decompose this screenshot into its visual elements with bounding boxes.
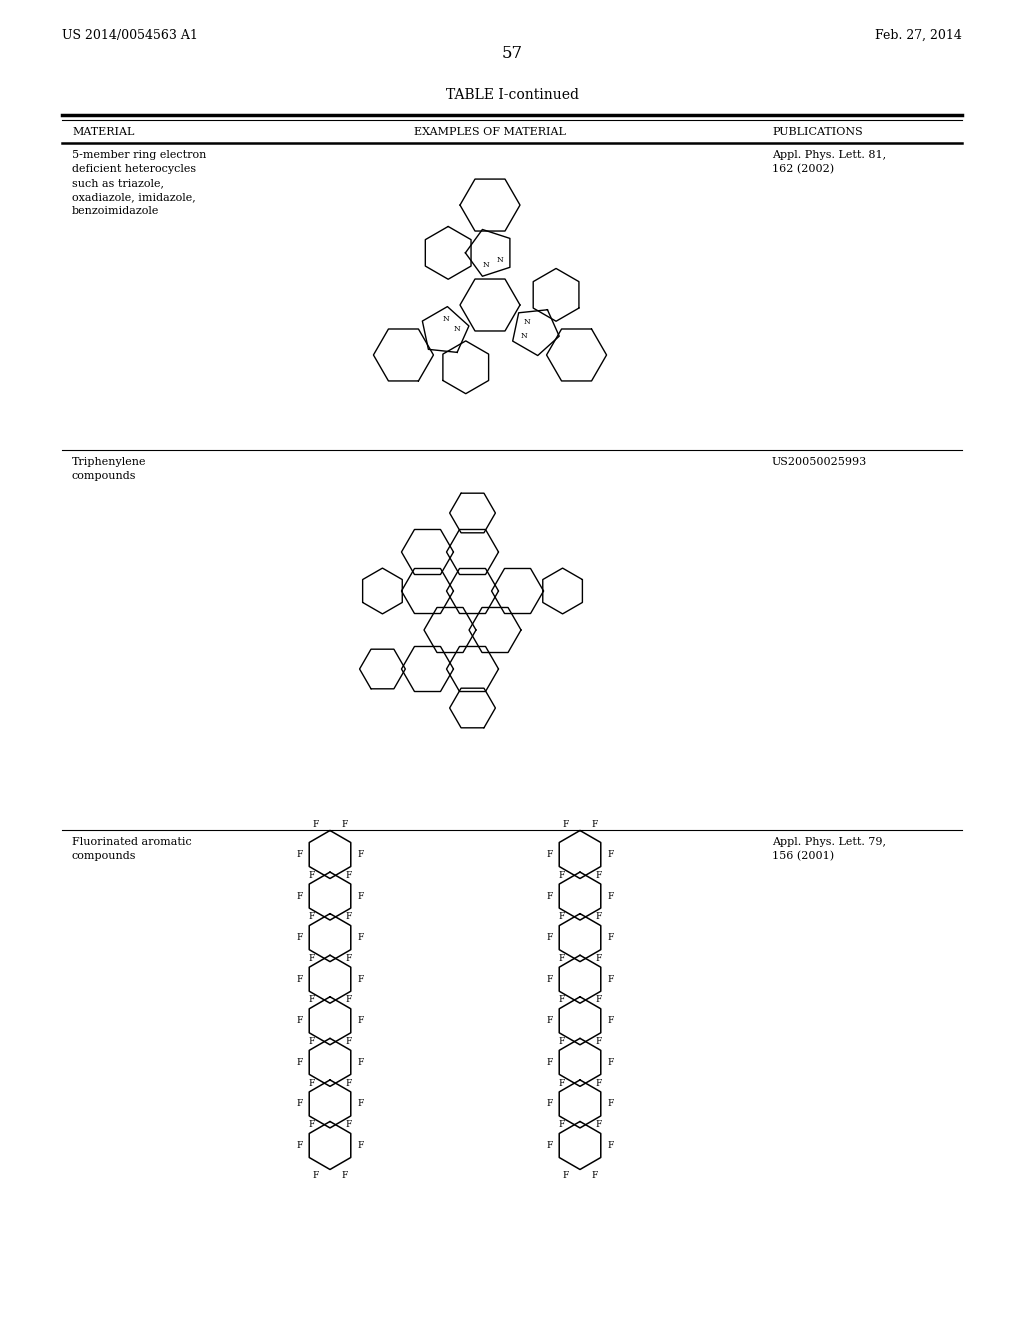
Text: N: N (483, 260, 489, 268)
Text: F: F (546, 1100, 552, 1109)
Text: F: F (346, 1038, 352, 1045)
Text: F: F (591, 820, 598, 829)
Text: F: F (558, 954, 564, 962)
Text: 57: 57 (502, 45, 522, 62)
Text: Triphenylene
compounds: Triphenylene compounds (72, 457, 146, 480)
Text: F: F (596, 954, 602, 962)
Text: F: F (357, 933, 364, 942)
Text: N: N (497, 256, 504, 264)
Text: F: F (296, 1057, 302, 1067)
Text: F: F (607, 1100, 614, 1109)
Text: TABLE I-continued: TABLE I-continued (445, 88, 579, 102)
Text: F: F (546, 1016, 552, 1026)
Text: F: F (308, 954, 314, 962)
Text: F: F (346, 1121, 352, 1129)
Text: N: N (442, 315, 450, 323)
Text: F: F (296, 1140, 302, 1150)
Text: F: F (308, 1038, 314, 1045)
Text: F: F (346, 912, 352, 921)
Text: F: F (607, 1057, 614, 1067)
Text: F: F (591, 1171, 598, 1180)
Text: F: F (308, 871, 314, 880)
Text: F: F (596, 1078, 602, 1088)
Text: F: F (296, 1016, 302, 1026)
Text: F: F (346, 954, 352, 962)
Text: EXAMPLES OF MATERIAL: EXAMPLES OF MATERIAL (414, 127, 566, 137)
Text: Appl. Phys. Lett. 81,
162 (2002): Appl. Phys. Lett. 81, 162 (2002) (772, 150, 886, 174)
Text: F: F (312, 1171, 318, 1180)
Text: F: F (312, 820, 318, 829)
Text: Appl. Phys. Lett. 79,
156 (2001): Appl. Phys. Lett. 79, 156 (2001) (772, 837, 886, 862)
Text: F: F (357, 1057, 364, 1067)
Text: N: N (454, 325, 460, 333)
Text: F: F (346, 995, 352, 1005)
Text: F: F (296, 1100, 302, 1109)
Text: F: F (346, 1078, 352, 1088)
Text: F: F (296, 850, 302, 859)
Text: US20050025993: US20050025993 (772, 457, 867, 467)
Text: PUBLICATIONS: PUBLICATIONS (772, 127, 863, 137)
Text: F: F (341, 1171, 347, 1180)
Text: F: F (546, 933, 552, 942)
Text: F: F (296, 974, 302, 983)
Text: F: F (296, 891, 302, 900)
Text: F: F (357, 850, 364, 859)
Text: F: F (546, 850, 552, 859)
Text: F: F (607, 1140, 614, 1150)
Text: F: F (341, 820, 347, 829)
Text: F: F (357, 1140, 364, 1150)
Text: F: F (558, 1038, 564, 1045)
Text: F: F (596, 912, 602, 921)
Text: MATERIAL: MATERIAL (72, 127, 134, 137)
Text: N: N (523, 318, 530, 326)
Text: N: N (520, 333, 527, 341)
Text: F: F (546, 1140, 552, 1150)
Text: F: F (562, 820, 568, 829)
Text: Feb. 27, 2014: Feb. 27, 2014 (876, 29, 962, 42)
Text: F: F (558, 912, 564, 921)
Text: F: F (607, 850, 614, 859)
Text: F: F (546, 1057, 552, 1067)
Text: F: F (308, 1121, 314, 1129)
Text: F: F (558, 871, 564, 880)
Text: 5-member ring electron
deficient heterocycles
such as triazole,
oxadiazole, imid: 5-member ring electron deficient heteroc… (72, 150, 207, 216)
Text: F: F (546, 891, 552, 900)
Text: F: F (607, 1016, 614, 1026)
Text: F: F (558, 1078, 564, 1088)
Text: US 2014/0054563 A1: US 2014/0054563 A1 (62, 29, 198, 42)
Text: F: F (546, 974, 552, 983)
Text: F: F (607, 933, 614, 942)
Text: F: F (357, 1016, 364, 1026)
Text: F: F (308, 995, 314, 1005)
Text: F: F (308, 1078, 314, 1088)
Text: F: F (357, 1100, 364, 1109)
Text: F: F (558, 995, 564, 1005)
Text: F: F (357, 891, 364, 900)
Text: F: F (596, 871, 602, 880)
Text: F: F (596, 1038, 602, 1045)
Text: F: F (308, 912, 314, 921)
Text: F: F (562, 1171, 568, 1180)
Text: F: F (346, 871, 352, 880)
Text: Fluorinated aromatic
compounds: Fluorinated aromatic compounds (72, 837, 191, 861)
Text: F: F (607, 891, 614, 900)
Text: F: F (558, 1121, 564, 1129)
Text: F: F (296, 933, 302, 942)
Text: F: F (357, 974, 364, 983)
Text: F: F (596, 995, 602, 1005)
Text: F: F (596, 1121, 602, 1129)
Text: F: F (607, 974, 614, 983)
